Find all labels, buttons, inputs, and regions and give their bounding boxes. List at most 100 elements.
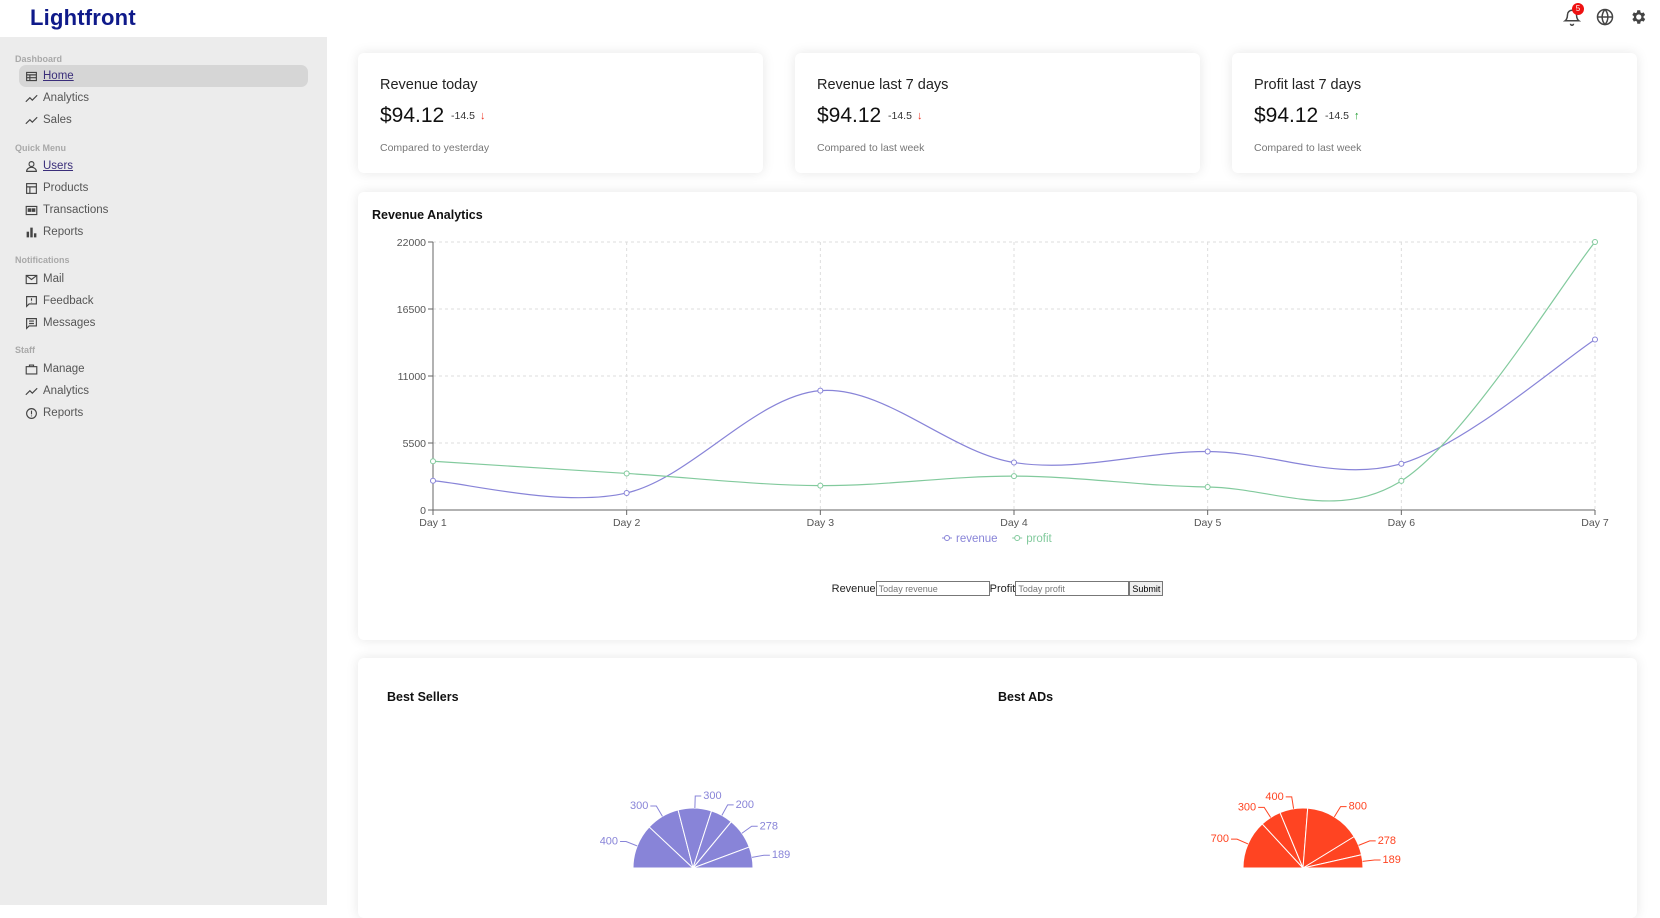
arrow-down-icon: ↓ [479, 110, 486, 122]
sidebar-item-label: Feedback [43, 295, 94, 307]
data-point[interactable] [1398, 460, 1405, 467]
pie-slice-label: 700 [1211, 833, 1229, 845]
data-point[interactable] [1204, 483, 1211, 490]
chart-legend: revenue profit [942, 533, 1053, 545]
data-point[interactable] [1011, 459, 1017, 466]
trend-icon [24, 91, 38, 105]
sidebar-item-label: Sales [43, 114, 72, 126]
pie-slice[interactable] [692, 846, 754, 869]
revenue-input[interactable] [875, 581, 990, 596]
submit-button[interactable]: Submit [1129, 581, 1164, 596]
pie-label-line [1358, 840, 1376, 846]
sidebar-item-label: Manage [43, 363, 85, 375]
sidebar-item-reports[interactable]: Reports [19, 221, 308, 243]
legend-marker-dot [944, 535, 950, 541]
pie-label-line [1231, 838, 1249, 845]
revenue-label: Revenue [831, 582, 876, 595]
kpi-title: Revenue last 7 days [817, 77, 949, 93]
y-tick-label: 22000 [397, 237, 426, 249]
sidebar-item-users[interactable]: Users [19, 155, 308, 177]
data-point[interactable] [817, 387, 824, 394]
arrow-up-icon: ↑ [1353, 110, 1360, 122]
pie-slice-label: 400 [600, 836, 618, 848]
sidebar-item-label: Home [43, 70, 74, 82]
pie-slice-label: 189 [1383, 854, 1401, 866]
revenue-analytics-card: Revenue Analytics 0 5500 11000 16500 22000 Da… [358, 192, 1637, 640]
x-tick-label: Day 7 [1581, 517, 1609, 529]
gear-icon [1632, 10, 1646, 24]
kpi-card-revenue-today: Revenue today $94.12 -14.5 ↓ Compared to… [358, 53, 763, 173]
sidebar-item-feedback[interactable]: Feedback [19, 290, 308, 312]
arrow-down-icon: ↓ [916, 110, 923, 122]
pie-slice-label: 300 [703, 790, 721, 802]
kpi-subtitle: Compared to last week [817, 142, 925, 154]
feedback-icon [24, 294, 38, 308]
notification-badge: 5 [1572, 3, 1584, 15]
x-tick-label: Day 5 [1194, 517, 1222, 529]
pie-label-line [721, 804, 734, 816]
kpi-delta: -14.5 ↓ [451, 110, 485, 122]
chart-title: Revenue Analytics [372, 208, 483, 222]
pie-label-line [650, 805, 663, 817]
series-revenue [430, 336, 1598, 499]
store-icon [24, 181, 38, 195]
globe-icon [1596, 8, 1614, 26]
kpi-delta: -14.5 ↓ [888, 110, 922, 122]
pie-slice[interactable] [1302, 807, 1355, 869]
sidebar-item-sales[interactable]: Sales [19, 109, 308, 131]
data-point[interactable] [430, 458, 436, 465]
pie-label-line [694, 795, 702, 809]
sidebar-item-label: Messages [43, 317, 96, 329]
data-point[interactable] [1592, 239, 1598, 245]
pie-label-line [1258, 806, 1272, 818]
kpi-value: $94.12 [817, 104, 882, 127]
chart-grid [433, 241, 1596, 510]
pie-label-line [1333, 806, 1347, 818]
user-icon [24, 159, 38, 173]
data-point[interactable] [1592, 336, 1598, 343]
sidebar-section-quick-menu: Quick Menu [15, 143, 67, 153]
app-logo[interactable]: Lightfront [30, 5, 136, 30]
card-icon [24, 203, 38, 217]
kpi-delta-value: -14.5 [1325, 110, 1349, 122]
y-tick-label: 16500 [397, 304, 426, 316]
pie-slice[interactable] [1302, 854, 1364, 869]
legend-marker-dot [1014, 535, 1021, 541]
sidebar-item-home[interactable]: Home [19, 65, 308, 87]
sidebar-item-staff-reports[interactable]: Reports [19, 402, 308, 424]
kpi-subtitle: Compared to last week [1254, 142, 1362, 154]
sidebar-item-manage[interactable]: Manage [19, 358, 308, 380]
data-point[interactable] [623, 489, 630, 496]
language-button[interactable] [1594, 6, 1616, 28]
sidebar-item-mail[interactable]: Mail [19, 268, 308, 290]
sidebar: Dashboard Home Analytics Sales Quick Men… [0, 37, 327, 905]
pie-slice-label: 400 [1265, 791, 1283, 803]
best-sellers-pie-chart: 400 300 300 200 278 189 [600, 790, 790, 870]
sidebar-item-products[interactable]: Products [19, 177, 308, 199]
data-point[interactable] [623, 470, 630, 477]
notifications-button[interactable]: 5 [1561, 3, 1584, 28]
bar-chart-icon [24, 225, 38, 239]
best-performers-card: Best Sellers Best ADs 400 300 300 200 278 189… [358, 658, 1637, 918]
trend-icon [24, 384, 38, 398]
settings-button[interactable] [1627, 6, 1649, 28]
data-point[interactable] [1204, 448, 1211, 455]
trend-icon [24, 113, 38, 127]
best-ads-pie-chart: 700 300 400 800 278 189 [1211, 791, 1401, 869]
profit-input[interactable] [1015, 581, 1130, 596]
sidebar-item-label: Analytics [43, 92, 90, 104]
x-tick-label: Day 6 [1388, 517, 1416, 529]
sidebar-item-analytics[interactable]: Analytics [19, 87, 308, 109]
sidebar-item-transactions[interactable]: Transactions [19, 199, 308, 221]
data-point[interactable] [430, 477, 436, 484]
add-revenue-form: Revenue Profit Submit [358, 581, 1637, 596]
data-point[interactable] [817, 482, 824, 489]
kpi-title: Profit last 7 days [1254, 77, 1362, 93]
sidebar-item-messages[interactable]: Messages [19, 312, 308, 334]
y-tick-label: 0 [420, 505, 426, 517]
data-point[interactable] [1011, 473, 1017, 480]
kpi-delta-value: -14.5 [888, 110, 912, 122]
data-point[interactable] [1398, 477, 1405, 484]
x-tick-label: Day 1 [419, 517, 447, 529]
sidebar-item-staff-analytics[interactable]: Analytics [19, 380, 308, 402]
